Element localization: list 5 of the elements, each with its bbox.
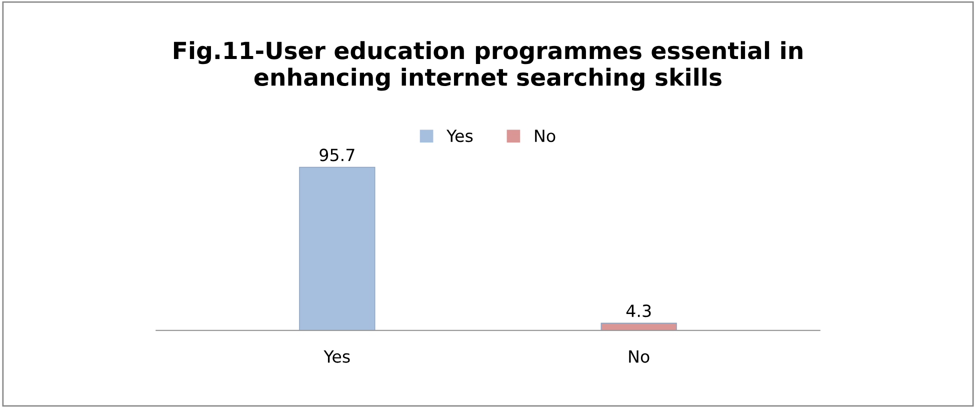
legend-label: Yes [446,130,473,142]
chart-title: Fig.11-User education programmes essential in enhancing internet searching skills [174,41,802,91]
data-label: 95.7 [320,148,354,162]
legend-label: No [535,130,556,142]
data-label: 4.3 [626,304,651,318]
